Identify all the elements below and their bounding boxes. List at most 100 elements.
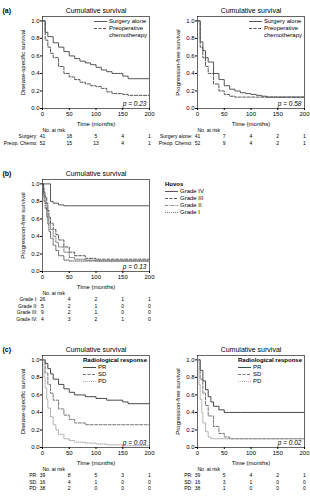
svg-text:0.4: 0.4: [186, 409, 195, 415]
svg-text:0.8: 0.8: [31, 198, 40, 204]
svg-text:1.0: 1.0: [186, 18, 195, 24]
svg-text:0.0: 0.0: [31, 444, 40, 450]
svg-text:0: 0: [148, 485, 151, 491]
svg-text:0: 0: [121, 479, 124, 485]
svg-text:4: 4: [250, 472, 253, 478]
svg-text:PD:: PD:: [29, 485, 37, 491]
svg-text:0.0: 0.0: [31, 105, 40, 111]
svg-text:SD:: SD:: [29, 479, 37, 485]
svg-text:Grade II:: Grade II:: [18, 303, 37, 309]
svg-text:p = 0.23: p = 0.23: [122, 100, 147, 108]
svg-text:8: 8: [68, 472, 71, 478]
svg-text:38: 38: [195, 485, 201, 491]
svg-text:1: 1: [95, 479, 98, 485]
svg-text:PR:: PR:: [29, 472, 37, 478]
svg-text:1.0: 1.0: [186, 357, 195, 363]
svg-text:1: 1: [303, 472, 306, 478]
svg-text:2: 2: [68, 309, 71, 315]
svg-text:No. at risk: No. at risk: [198, 127, 221, 133]
svg-text:1: 1: [148, 140, 151, 146]
svg-text:0.6: 0.6: [186, 53, 195, 59]
svg-text:150: 150: [118, 111, 129, 117]
svg-text:200: 200: [299, 111, 310, 117]
svg-text:4: 4: [121, 140, 124, 146]
svg-text:100: 100: [246, 450, 257, 456]
svg-text:2: 2: [276, 140, 279, 146]
svg-text:4: 4: [121, 133, 124, 139]
svg-text:0.2: 0.2: [31, 88, 40, 94]
svg-text:52: 52: [40, 140, 46, 146]
svg-text:0: 0: [121, 485, 124, 491]
svg-text:5: 5: [95, 133, 98, 139]
svg-text:3: 3: [121, 472, 124, 478]
svg-text:(a): (a): [3, 7, 12, 15]
svg-text:0: 0: [121, 303, 124, 309]
svg-text:4: 4: [250, 140, 253, 146]
svg-text:4: 4: [68, 479, 71, 485]
svg-text:3: 3: [68, 316, 71, 322]
svg-text:0.2: 0.2: [186, 427, 195, 433]
svg-text:50: 50: [66, 111, 73, 117]
svg-text:1: 1: [250, 479, 253, 485]
svg-text:52: 52: [195, 140, 201, 146]
svg-text:p = 0.13: p = 0.13: [122, 263, 147, 271]
svg-text:0: 0: [148, 479, 151, 485]
svg-text:4: 4: [41, 316, 44, 322]
svg-text:1: 1: [148, 133, 151, 139]
svg-text:26: 26: [40, 296, 46, 302]
svg-text:Disease-specific survival: Disease-specific survival: [20, 369, 26, 435]
svg-text:150: 150: [273, 111, 284, 117]
svg-text:1: 1: [303, 140, 306, 146]
svg-text:Cumulative survival: Cumulative survival: [66, 170, 127, 177]
svg-text:Cumulative survival: Cumulative survival: [66, 7, 127, 14]
svg-text:0: 0: [196, 111, 200, 117]
svg-text:38: 38: [40, 485, 46, 491]
svg-text:200: 200: [299, 450, 310, 456]
svg-text:0.4: 0.4: [31, 70, 40, 76]
svg-text:0: 0: [121, 309, 124, 315]
svg-text:150: 150: [273, 450, 284, 456]
svg-text:39: 39: [40, 472, 46, 478]
svg-text:0.6: 0.6: [31, 392, 40, 398]
svg-text:2: 2: [95, 296, 98, 302]
svg-text:0.4: 0.4: [31, 409, 40, 415]
svg-text:No. at risk: No. at risk: [43, 466, 66, 472]
svg-text:Time (months): Time (months): [77, 460, 115, 466]
svg-text:Time (months): Time (months): [232, 460, 270, 466]
svg-text:39: 39: [195, 472, 201, 478]
svg-text:0: 0: [303, 479, 306, 485]
svg-text:Cumulative survival: Cumulative survival: [66, 346, 127, 353]
svg-text:Time (months): Time (months): [77, 284, 115, 290]
svg-text:Progression-free survival: Progression-free survival: [175, 368, 181, 434]
svg-text:Time (months): Time (months): [232, 121, 270, 127]
svg-text:0: 0: [148, 316, 151, 322]
svg-text:(b): (b): [3, 170, 12, 178]
svg-text:p = 0.02: p = 0.02: [277, 439, 302, 447]
svg-text:Preop. Chemo:: Preop. Chemo:: [4, 140, 38, 146]
svg-text:0.2: 0.2: [31, 251, 40, 257]
svg-text:0.6: 0.6: [186, 392, 195, 398]
svg-text:1: 1: [148, 472, 151, 478]
svg-text:4: 4: [68, 296, 71, 302]
svg-text:1: 1: [121, 316, 124, 322]
svg-text:100: 100: [91, 111, 102, 117]
svg-text:50: 50: [66, 274, 73, 280]
svg-text:0.0: 0.0: [31, 268, 40, 274]
svg-text:100: 100: [246, 111, 257, 117]
svg-text:150: 150: [118, 450, 129, 456]
svg-text:Cumulative survival: Cumulative survival: [221, 346, 282, 353]
svg-text:Progression-free survival: Progression-free survival: [175, 29, 181, 95]
svg-text:50: 50: [221, 450, 228, 456]
svg-text:1: 1: [148, 296, 151, 302]
svg-text:50: 50: [221, 111, 228, 117]
svg-text:200: 200: [144, 111, 155, 117]
svg-text:16: 16: [40, 479, 46, 485]
svg-text:16: 16: [195, 479, 201, 485]
svg-text:Disease-specific survival: Disease-specific survival: [20, 30, 26, 96]
svg-text:2: 2: [276, 472, 279, 478]
svg-text:0.0: 0.0: [186, 105, 195, 111]
svg-text:5: 5: [223, 472, 226, 478]
svg-text:0.6: 0.6: [31, 216, 40, 222]
svg-text:0.8: 0.8: [31, 374, 40, 380]
svg-text:100: 100: [91, 274, 102, 280]
